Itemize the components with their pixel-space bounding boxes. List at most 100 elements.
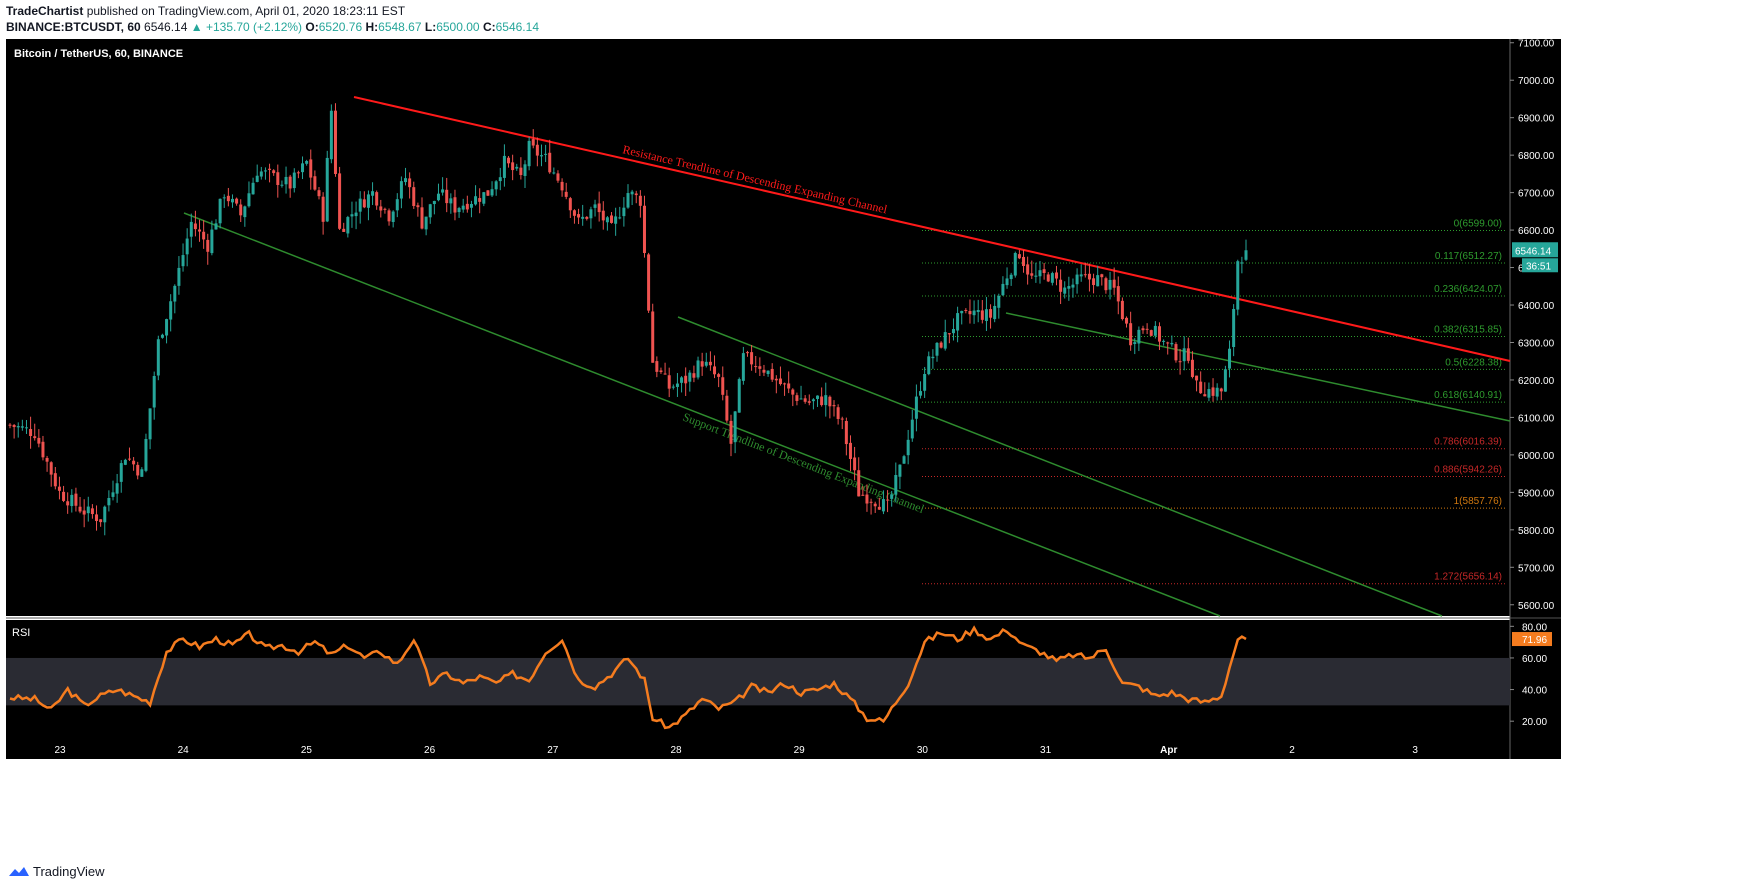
time-axis[interactable] (6, 737, 1510, 759)
candle-body (1104, 278, 1108, 291)
candle-body (886, 499, 890, 501)
x-tick-label: 23 (54, 745, 66, 756)
candle-body (721, 377, 725, 395)
candle-body (395, 199, 399, 211)
candle-body (816, 395, 820, 399)
rsi-band (6, 657, 1510, 706)
candle-body (906, 439, 910, 456)
candle-body (193, 223, 197, 230)
candle-body (111, 492, 115, 497)
candle-body (185, 238, 189, 255)
candle-body (490, 189, 494, 196)
candle-body (824, 395, 828, 406)
candle-body (713, 366, 717, 375)
candle-body (943, 332, 947, 349)
candle-body (383, 208, 387, 210)
candle-body (515, 166, 519, 169)
fib-level-label: 0.786(6016.39) (1434, 437, 1502, 448)
candle-body (1034, 275, 1038, 277)
rsi-value-tag (1512, 632, 1552, 647)
price-axis[interactable] (1510, 39, 1561, 759)
candle-body (420, 207, 424, 229)
fib-level-label: 0.886(5942.26) (1434, 465, 1502, 476)
candle-body (680, 377, 684, 383)
candle-body (1030, 273, 1034, 276)
last-price: 6546.14 (144, 20, 188, 34)
support-trendline[interactable] (183, 212, 1221, 617)
candle-body (638, 195, 642, 206)
candle-body (371, 191, 375, 196)
candle-body (239, 204, 243, 216)
candle-body (8, 424, 12, 426)
candle-body (980, 310, 984, 320)
open-label: O: (305, 20, 319, 34)
y-tick-label: 5700.00 (1518, 563, 1555, 574)
candle-body (799, 398, 803, 400)
candle-body (136, 464, 140, 476)
candle-body (1207, 389, 1211, 398)
author-name[interactable]: TradeChartist (6, 4, 84, 18)
inner-support-line[interactable] (1005, 312, 1511, 422)
candle-body (523, 164, 527, 176)
candle-body (255, 175, 259, 182)
channel-midline[interactable] (677, 316, 1443, 617)
candle-body (70, 494, 74, 507)
candle-body (140, 469, 144, 477)
rsi-value-label: 71.96 (1522, 635, 1547, 646)
chart-title: Bitcoin / TetherUS, 60, BINANCE (14, 48, 183, 60)
candle-body (754, 366, 758, 368)
tradingview-footer[interactable]: TradingView (8, 864, 105, 879)
candle-body (432, 200, 436, 205)
price-pane[interactable] (6, 39, 1510, 616)
candle-body (482, 192, 486, 204)
resistance-trendline[interactable] (353, 96, 1511, 362)
candle-body (774, 378, 778, 381)
candle-body (1133, 342, 1137, 344)
candle-body (989, 309, 993, 318)
candle-body (296, 172, 300, 174)
candle-body (531, 139, 535, 146)
candle-body (24, 427, 28, 429)
candle-body (535, 144, 539, 156)
y-tick-label: 5900.00 (1518, 488, 1555, 499)
candle-body (552, 172, 556, 174)
candle-body (684, 375, 688, 384)
candle-body (861, 494, 865, 496)
candle-body (807, 401, 811, 403)
candle-body (66, 501, 70, 506)
candle-body (1162, 340, 1166, 342)
candle-body (20, 426, 24, 428)
candle-body (362, 199, 366, 208)
rsi-line[interactable] (9, 625, 1247, 730)
candle-body (412, 187, 416, 206)
candle-body (795, 395, 799, 401)
candle-body (37, 437, 41, 444)
candle-body (1087, 273, 1091, 280)
candle-body (902, 456, 906, 464)
candle-body (1063, 287, 1067, 294)
price-change: ▲ +135.70 (+2.12%) (190, 20, 303, 34)
candle-body (1100, 274, 1104, 278)
x-tick-label: Apr (1160, 745, 1177, 756)
candle-body (762, 369, 766, 373)
candles[interactable] (8, 103, 1248, 536)
low-label: L: (424, 20, 437, 34)
candle-body (305, 160, 309, 164)
candle-body (90, 508, 94, 515)
candle-body (1195, 375, 1199, 381)
candle-body (465, 203, 469, 210)
candle-body (181, 255, 185, 267)
countdown-tag (1522, 258, 1558, 273)
last-price-label: 6546.14 (1515, 246, 1552, 257)
candle-body (1125, 317, 1129, 324)
candle-body (358, 198, 362, 212)
candle-body (325, 157, 329, 222)
candle-body (1244, 250, 1248, 260)
candle-body (1005, 278, 1009, 286)
candle-body (964, 309, 968, 311)
symbol-label: BINANCE:BTCUSDT, 60 (6, 20, 141, 34)
candle-body (268, 168, 272, 170)
y-tick-label: 6100.00 (1518, 413, 1555, 424)
candle-body (449, 198, 453, 204)
